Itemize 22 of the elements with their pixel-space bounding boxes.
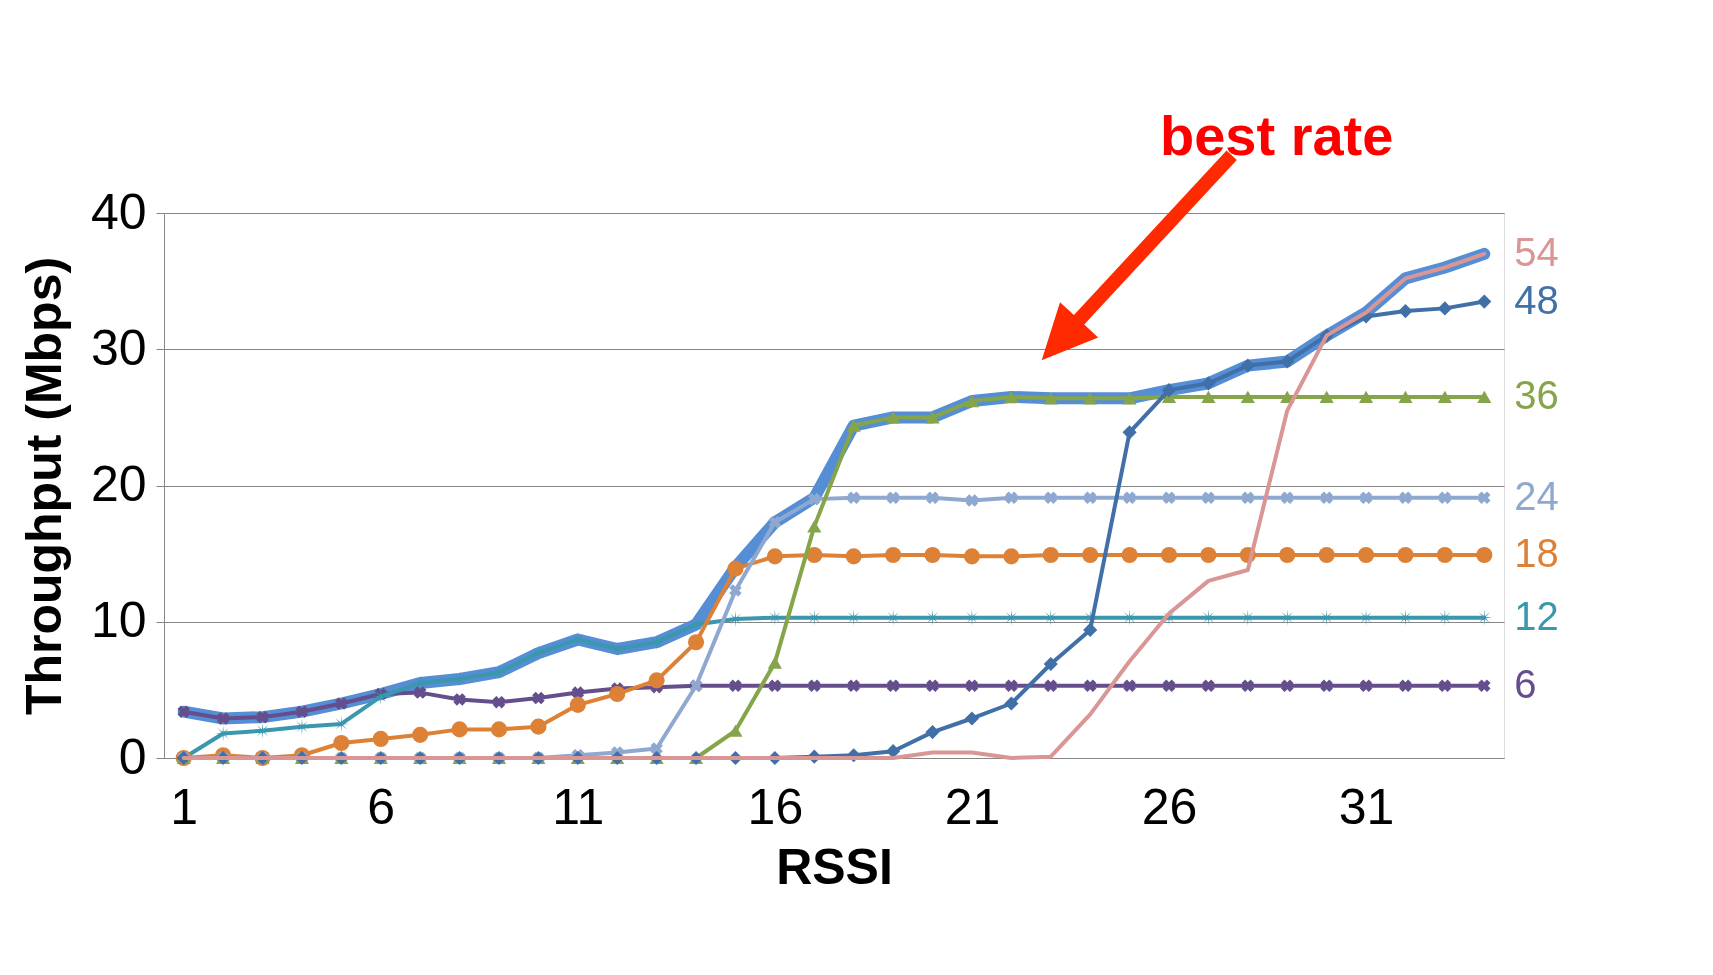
x-axis-title: RSSI bbox=[776, 838, 893, 895]
series-label: 12 bbox=[1514, 593, 1559, 638]
series-label: 18 bbox=[1514, 530, 1559, 575]
x-tick-label: 31 bbox=[1338, 778, 1395, 835]
series-label: 54 bbox=[1514, 229, 1559, 274]
series-label: 6 bbox=[1514, 661, 1537, 706]
y-tick-label: 30 bbox=[90, 319, 147, 376]
series-label: 36 bbox=[1514, 372, 1559, 417]
x-tick-label: 26 bbox=[1141, 778, 1198, 835]
series-label: 24 bbox=[1514, 473, 1559, 518]
series-label: 48 bbox=[1514, 277, 1559, 322]
x-tick-label: 21 bbox=[944, 778, 1001, 835]
x-tick-label: 1 bbox=[170, 778, 199, 835]
x-tick-label: 6 bbox=[367, 778, 396, 835]
x-tick-label: 11 bbox=[552, 778, 605, 835]
y-tick-label: 10 bbox=[90, 592, 147, 649]
text: best rate bbox=[1159, 104, 1394, 167]
y-tick-label: 40 bbox=[90, 183, 147, 240]
x-tick-label: 16 bbox=[747, 778, 804, 835]
y-tick-label: 0 bbox=[118, 728, 147, 785]
y-axis-title: Throughput (Mbps) bbox=[15, 256, 72, 716]
y-tick-label: 20 bbox=[90, 456, 147, 512]
